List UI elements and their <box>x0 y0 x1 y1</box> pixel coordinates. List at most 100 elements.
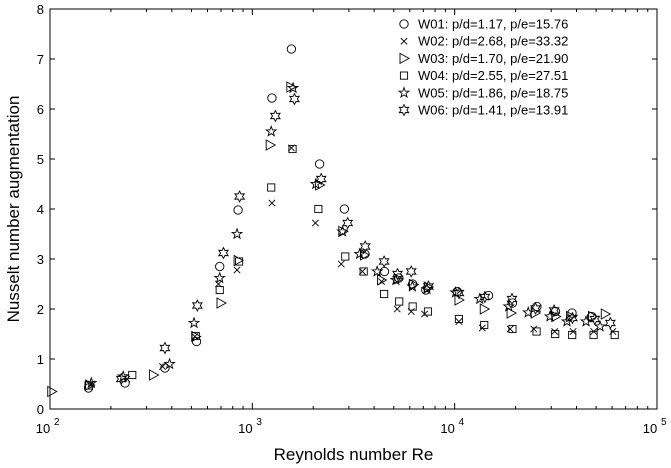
data-point <box>393 305 401 313</box>
data-point <box>337 260 345 268</box>
x-axis-title: Reynolds number Re <box>274 445 434 464</box>
x-tick-label: 10 5 <box>643 417 667 436</box>
data-point <box>217 246 230 260</box>
data-point <box>408 302 417 311</box>
data-point <box>288 92 300 106</box>
data-point <box>502 299 515 312</box>
data-point <box>454 314 464 324</box>
legend-label: W06: p/d=1.41, p/e=13.91 <box>418 103 568 118</box>
x-tick-exponent: 3 <box>256 417 262 428</box>
x-tick-base: 10 <box>36 421 50 436</box>
legend-label: W02: p/d=2.68, p/e=33.32 <box>418 34 568 49</box>
data-point <box>529 302 542 315</box>
series-3 <box>47 81 612 398</box>
legend-entry: W01: p/d=1.17, p/e=15.76 <box>399 17 568 32</box>
data-point <box>341 252 350 261</box>
data-point <box>530 307 542 319</box>
data-point <box>265 139 277 151</box>
data-point <box>600 308 612 320</box>
data-point <box>566 311 578 325</box>
data-point <box>479 290 491 304</box>
legend-entry: W06: p/d=1.41, p/e=13.91 <box>398 103 568 118</box>
data-point <box>604 316 616 330</box>
y-tick-label: 4 <box>37 202 44 217</box>
data-point <box>311 219 319 227</box>
data-point <box>309 177 323 190</box>
data-point <box>159 362 167 371</box>
data-point <box>216 297 227 309</box>
series-6 <box>115 92 616 386</box>
x-tick-base: 10 <box>238 421 252 436</box>
legend: W01: p/d=1.17, p/e=15.76 W02: p/d=2.68, p… <box>397 17 568 118</box>
data-point <box>314 159 325 169</box>
data-point <box>359 240 371 253</box>
data-point <box>422 280 434 293</box>
data-point <box>163 357 176 370</box>
data-point <box>215 285 224 295</box>
data-point <box>233 205 243 215</box>
data-point <box>149 369 160 381</box>
data-point <box>286 44 297 54</box>
data-point <box>548 304 560 317</box>
data-point <box>589 330 598 340</box>
data-point <box>234 190 246 203</box>
legend-label: W03: p/d=1.70, p/e=21.90 <box>418 51 568 66</box>
data-point <box>353 247 366 260</box>
data-point <box>47 385 58 398</box>
data-point <box>215 261 225 272</box>
data-point <box>379 266 390 277</box>
data-point <box>405 265 417 278</box>
legend-marker <box>399 19 409 29</box>
x-tick-label: 10 3 <box>238 417 262 436</box>
data-point <box>314 204 323 214</box>
data-point <box>530 325 538 333</box>
data-point <box>268 199 276 207</box>
data-point <box>610 330 619 340</box>
data-point <box>560 314 574 327</box>
legend-marker <box>397 86 411 99</box>
data-point <box>267 93 277 103</box>
data-point <box>286 81 300 94</box>
data-point <box>449 285 462 298</box>
x-tick-exponent: 5 <box>661 417 667 428</box>
data-point <box>267 183 276 192</box>
y-axis-title: Nusselt number augmentation <box>4 96 23 323</box>
data-point <box>453 286 465 300</box>
data-point <box>187 316 201 329</box>
data-point <box>191 331 200 341</box>
data-point <box>423 307 433 316</box>
data-point <box>380 289 389 299</box>
data-point <box>115 372 127 386</box>
series-2 <box>87 144 617 388</box>
data-point <box>473 292 486 305</box>
y-tick-label: 1 <box>37 352 44 367</box>
data-point <box>508 324 517 334</box>
data-point <box>551 310 562 323</box>
legend-marker <box>399 71 409 80</box>
y-tick-label: 8 <box>37 2 44 17</box>
y-tick-label: 7 <box>37 52 44 67</box>
data-point <box>213 271 226 284</box>
data-point <box>551 327 559 336</box>
legend-marker <box>399 52 410 65</box>
data-point <box>286 81 297 93</box>
data-point <box>586 311 597 322</box>
legend-label: W04: p/d=2.55, p/e=27.51 <box>418 68 568 83</box>
data-points <box>47 44 619 398</box>
y-tick-label: 6 <box>37 102 44 117</box>
data-point <box>389 273 403 286</box>
data-point <box>85 379 96 391</box>
y-tick-label: 3 <box>37 252 44 267</box>
data-point <box>116 369 130 382</box>
data-point <box>128 370 137 380</box>
data-point <box>233 266 241 274</box>
data-point <box>406 279 419 292</box>
x-tick-base: 10 <box>440 421 454 436</box>
data-point <box>377 274 388 286</box>
data-point <box>506 325 514 333</box>
data-point <box>159 341 171 355</box>
data-point <box>589 312 601 326</box>
data-point <box>420 282 434 295</box>
y-tick-label: 2 <box>37 302 44 317</box>
data-point <box>378 255 390 268</box>
